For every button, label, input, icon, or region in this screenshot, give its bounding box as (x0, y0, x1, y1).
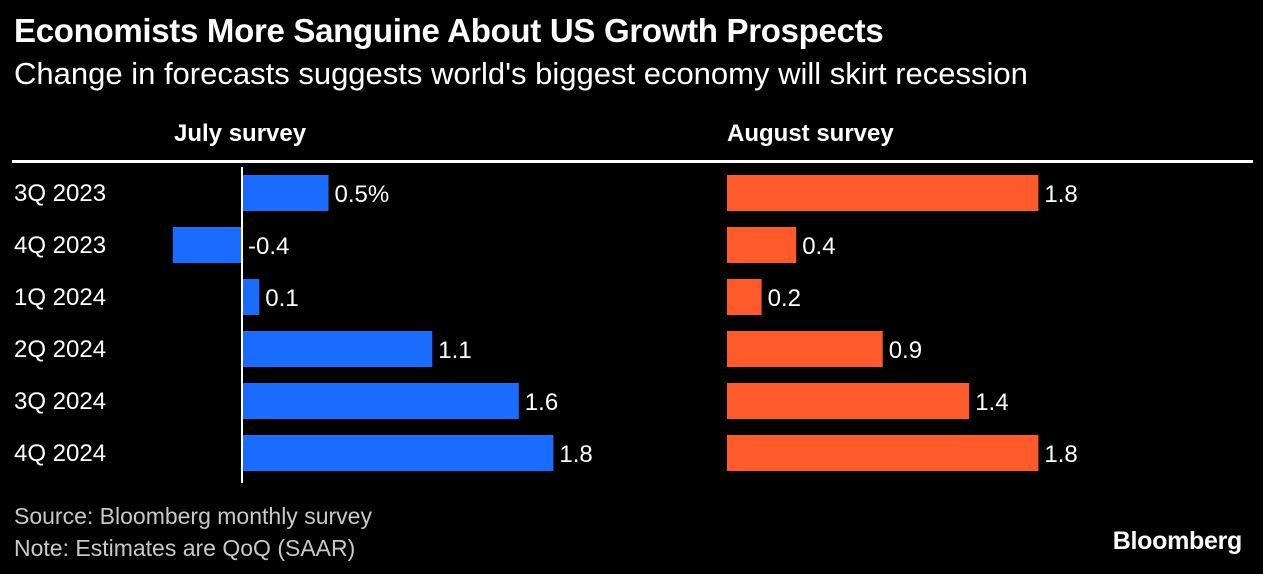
july-survey-bar (242, 331, 433, 367)
august-survey-bar (727, 279, 762, 315)
august-survey-bar (727, 175, 1039, 211)
category-label: 3Q 2024 (14, 388, 106, 415)
august-survey-bar (727, 227, 797, 263)
august-survey-bar (727, 435, 1039, 471)
august-survey-value-label: 0.9 (889, 337, 922, 364)
july-survey-value-label: 1.6 (525, 389, 558, 416)
july-survey-bar (242, 279, 260, 315)
category-label: 1Q 2024 (14, 284, 106, 311)
panel-header-july: July survey (174, 120, 307, 147)
august-survey-value-label: 1.4 (975, 389, 1008, 416)
category-label: 3Q 2023 (14, 180, 106, 207)
chart-subtitle: Change in forecasts suggests world's big… (14, 56, 1028, 91)
july-survey-value-label: 1.8 (559, 441, 592, 468)
header-rule (12, 160, 1253, 163)
august-survey-value-label: 0.4 (802, 233, 835, 260)
source-note: Source: Bloomberg monthly survey (14, 503, 372, 529)
july-survey-bar (172, 227, 242, 263)
category-label: 4Q 2023 (14, 232, 106, 259)
july-survey-value-label: 0.1 (265, 285, 298, 312)
july-survey-value-label: 1.1 (438, 337, 471, 364)
august-survey-bar (727, 383, 970, 419)
panel-header-august: August survey (727, 120, 894, 147)
july-survey-bar (242, 435, 554, 471)
august-survey-value-label: 1.8 (1044, 181, 1077, 208)
category-label: 2Q 2024 (14, 336, 106, 363)
july-survey-bar (242, 175, 329, 211)
august-survey-bar (727, 331, 883, 367)
bloomberg-logo: Bloomberg (1112, 527, 1243, 555)
july-survey-value-label: 0.5% (335, 181, 390, 208)
july-survey-value-label: -0.4 (248, 233, 289, 260)
estimate-note: Note: Estimates are QoQ (SAAR) (14, 535, 356, 561)
august-survey-value-label: 0.2 (768, 285, 801, 312)
july-survey-bar (242, 383, 519, 419)
august-survey-value-label: 1.8 (1044, 441, 1077, 468)
category-label: 4Q 2024 (14, 440, 106, 467)
bar-chart: 3Q 2023 4Q 2023 1Q 2024 2Q 2024 3Q 2024 4Q 20… (14, 167, 1078, 483)
chart-title: Economists More Sanguine About US Growth… (14, 12, 884, 49)
